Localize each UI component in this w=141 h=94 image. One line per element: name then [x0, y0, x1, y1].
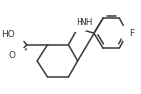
- Text: H: H: [76, 18, 82, 27]
- Text: HO: HO: [1, 30, 15, 39]
- Text: O: O: [9, 51, 16, 60]
- Text: F: F: [130, 29, 135, 38]
- Text: NH: NH: [79, 18, 92, 27]
